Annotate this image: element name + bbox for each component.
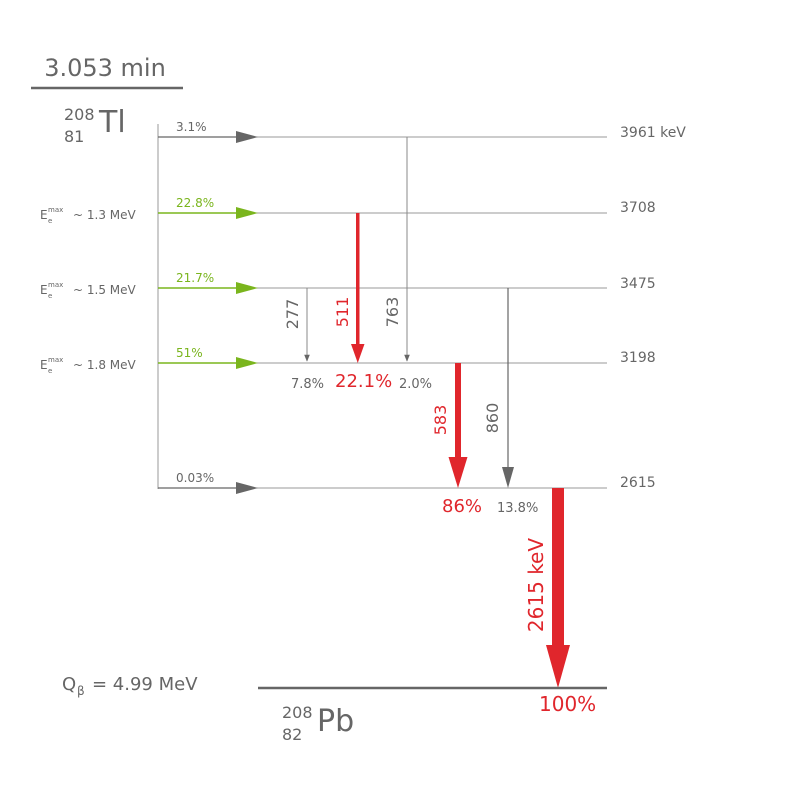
svg-text:~ 1.5 MeV: ~ 1.5 MeV — [73, 283, 137, 297]
parent-symbol: Tl — [98, 105, 126, 140]
half-life-label: 3.053 min — [44, 54, 166, 82]
level-energy-3708: 3708 — [620, 200, 656, 216]
beta-branch-3475: 21.7% — [176, 271, 214, 285]
level-energy-3475: 3475 — [620, 276, 656, 292]
emax-label-3475: E max e ~ 1.5 MeV — [40, 281, 137, 300]
gamma-860-arrowhead — [502, 467, 514, 488]
svg-text:E: E — [40, 358, 48, 372]
beta-arrowhead-3475 — [236, 282, 258, 294]
gamma-511-arrowhead — [351, 344, 365, 363]
svg-text:= 4.99 MeV: = 4.99 MeV — [92, 674, 198, 695]
beta-arrowhead-3961 — [236, 131, 258, 143]
level-energy-3961: 3961 keV — [620, 125, 686, 141]
beta-arrowhead-2615 — [236, 482, 258, 494]
svg-text:Q: Q — [62, 674, 76, 695]
gamma-860-energy: 860 — [483, 403, 502, 434]
gamma-511-energy: 511 — [333, 297, 352, 328]
daughter-symbol: Pb — [317, 704, 354, 739]
svg-text:~ 1.8 MeV: ~ 1.8 MeV — [73, 358, 137, 372]
beta-branch-2615: 0.03% — [176, 471, 214, 485]
svg-text:e: e — [48, 217, 52, 225]
svg-text:max: max — [48, 281, 63, 289]
svg-text:E: E — [40, 208, 48, 222]
gamma-583-intensity: 86% — [442, 496, 482, 517]
q-value-label: Q β = 4.99 MeV — [62, 674, 198, 698]
gamma-511-intensity: 22.1% — [335, 371, 392, 392]
svg-text:~ 1.3 MeV: ~ 1.3 MeV — [73, 208, 137, 222]
gamma-860-intensity: 13.8% — [497, 501, 538, 516]
daughter-atomic-number: 82 — [282, 725, 302, 744]
gamma-277-energy: 277 — [283, 299, 302, 330]
gamma-2615-arrowhead — [546, 645, 570, 688]
gamma-763-energy: 763 — [383, 297, 402, 328]
emax-label-3198: E max e ~ 1.8 MeV — [40, 356, 137, 375]
ground-intensity: 100% — [539, 692, 596, 716]
gamma-277-intensity: 7.8% — [291, 377, 324, 392]
gamma-2615-shaft — [552, 488, 564, 648]
svg-text:e: e — [48, 292, 52, 300]
svg-text:e: e — [48, 367, 52, 375]
beta-arrowhead-3198 — [236, 357, 258, 369]
beta-branch-3708: 22.8% — [176, 196, 214, 210]
beta-branch-3961: 3.1% — [176, 120, 207, 134]
gamma-583-energy: 583 — [431, 405, 450, 436]
daughter-mass-number: 208 — [282, 703, 313, 722]
emax-label-3708: E max e ~ 1.3 MeV — [40, 206, 137, 225]
svg-text:max: max — [48, 356, 63, 364]
level-energy-3198: 3198 — [620, 350, 656, 366]
parent-atomic-number: 81 — [64, 127, 84, 146]
gamma-763-intensity: 2.0% — [399, 377, 432, 392]
beta-arrowhead-3708 — [236, 207, 258, 219]
svg-text:β: β — [77, 684, 85, 698]
parent-mass-number: 208 — [64, 105, 95, 124]
gamma-2615-energy: 2615 keV — [524, 538, 548, 632]
beta-branch-3198: 51% — [176, 346, 203, 360]
level-energy-2615: 2615 — [620, 475, 656, 491]
svg-text:E: E — [40, 283, 48, 297]
gamma-583-arrowhead — [448, 457, 468, 488]
svg-text:max: max — [48, 206, 63, 214]
gamma-511-shaft — [356, 213, 360, 346]
gamma-583-shaft — [455, 363, 461, 459]
